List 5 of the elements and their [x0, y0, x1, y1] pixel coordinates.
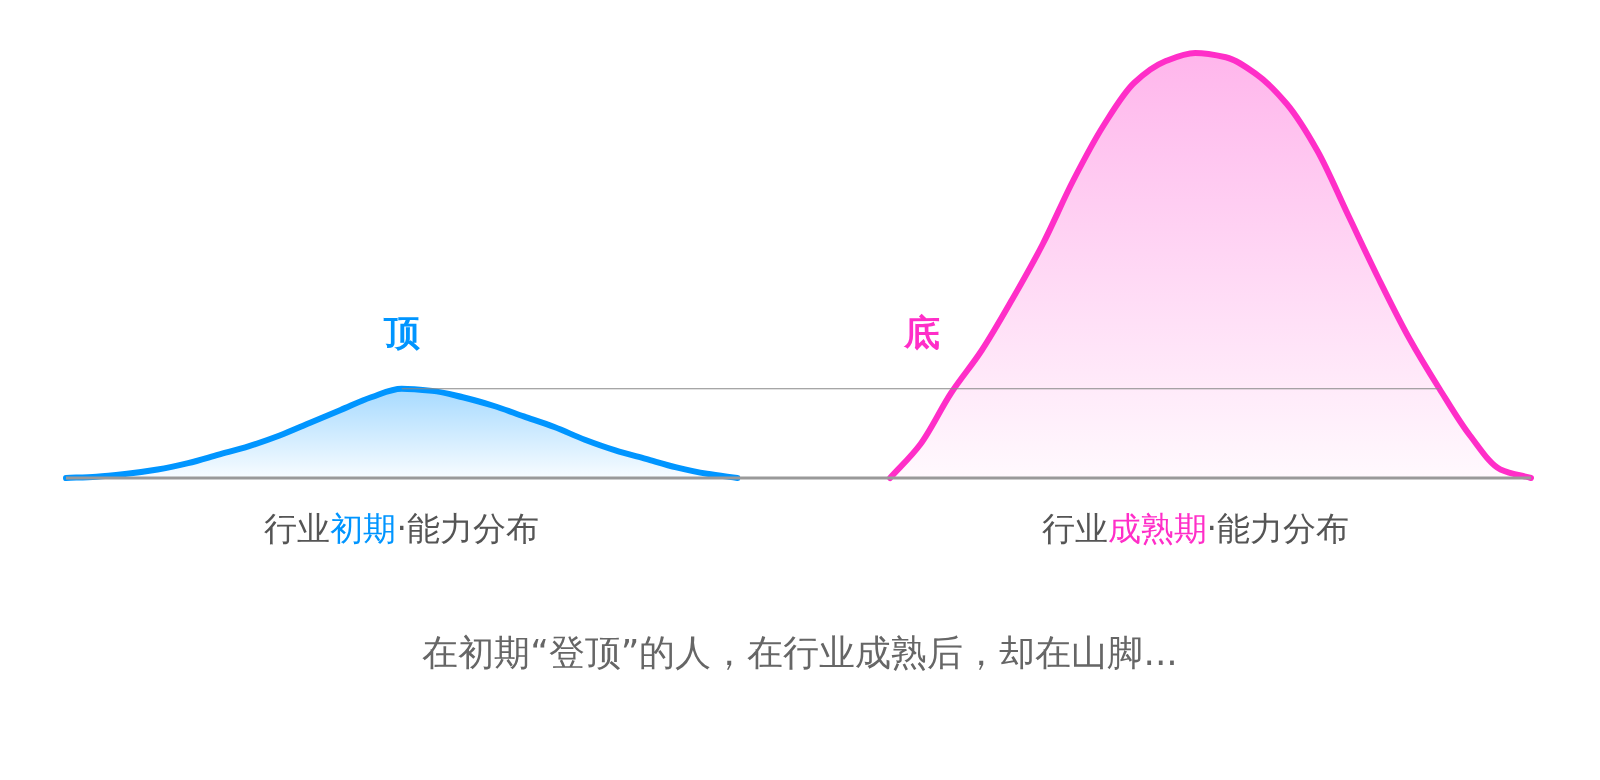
annotation: 底 — [903, 312, 940, 353]
series-label: 行业成熟期·能力分布 — [1041, 509, 1350, 548]
text: 在初期“登顶”的人，在行业成熟后，却在山脚... — [422, 632, 1178, 673]
annotation: 顶 — [382, 312, 420, 353]
series-label: 行业初期·能力分布 — [264, 509, 539, 548]
